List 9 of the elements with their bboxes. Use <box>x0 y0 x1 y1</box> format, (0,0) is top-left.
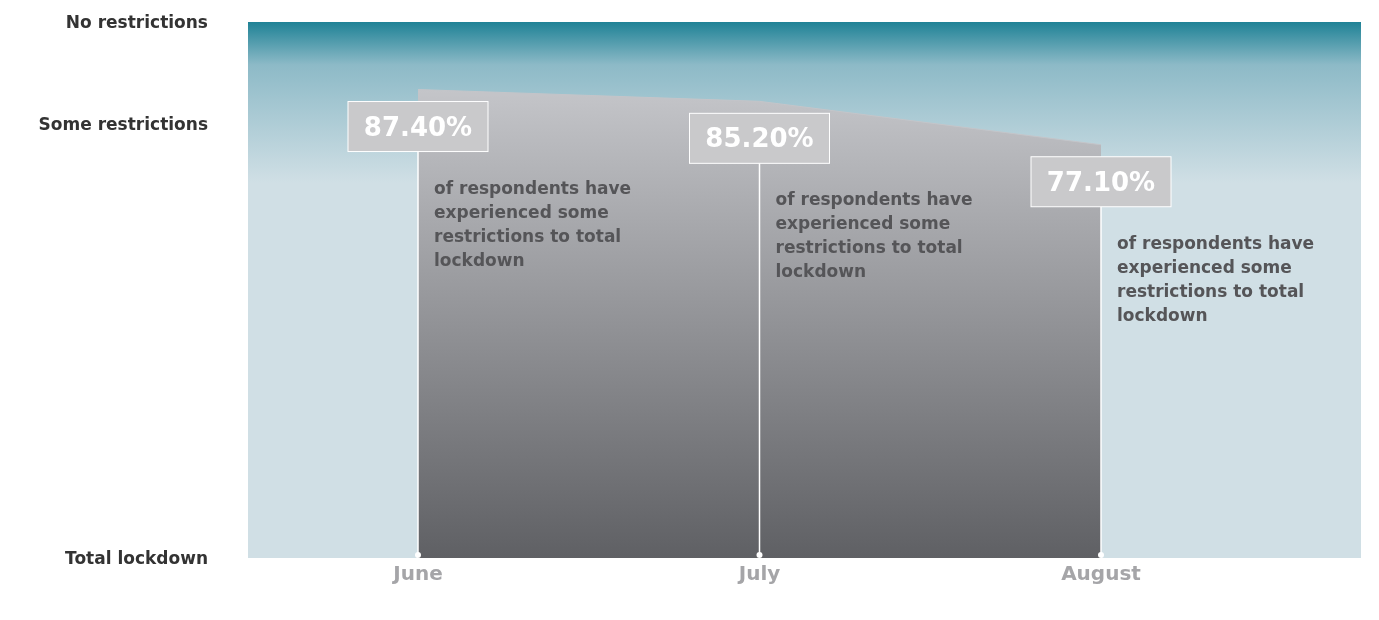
x-tick-label: July <box>736 561 781 586</box>
annotation: of respondents have experienced some restrictions to total lockdown <box>434 177 632 270</box>
text: Some restrictions <box>37 113 208 134</box>
text: Total lockdown <box>64 548 208 568</box>
text: No restrictions <box>64 12 208 32</box>
x-tick-label: August <box>1061 561 1142 586</box>
annotation: of respondents have experienced some restrictions to total lockdown <box>775 189 973 282</box>
annotation: of respondents have experienced some restrictions to total lockdown <box>1117 232 1315 325</box>
x-tick-label: June <box>391 561 443 586</box>
